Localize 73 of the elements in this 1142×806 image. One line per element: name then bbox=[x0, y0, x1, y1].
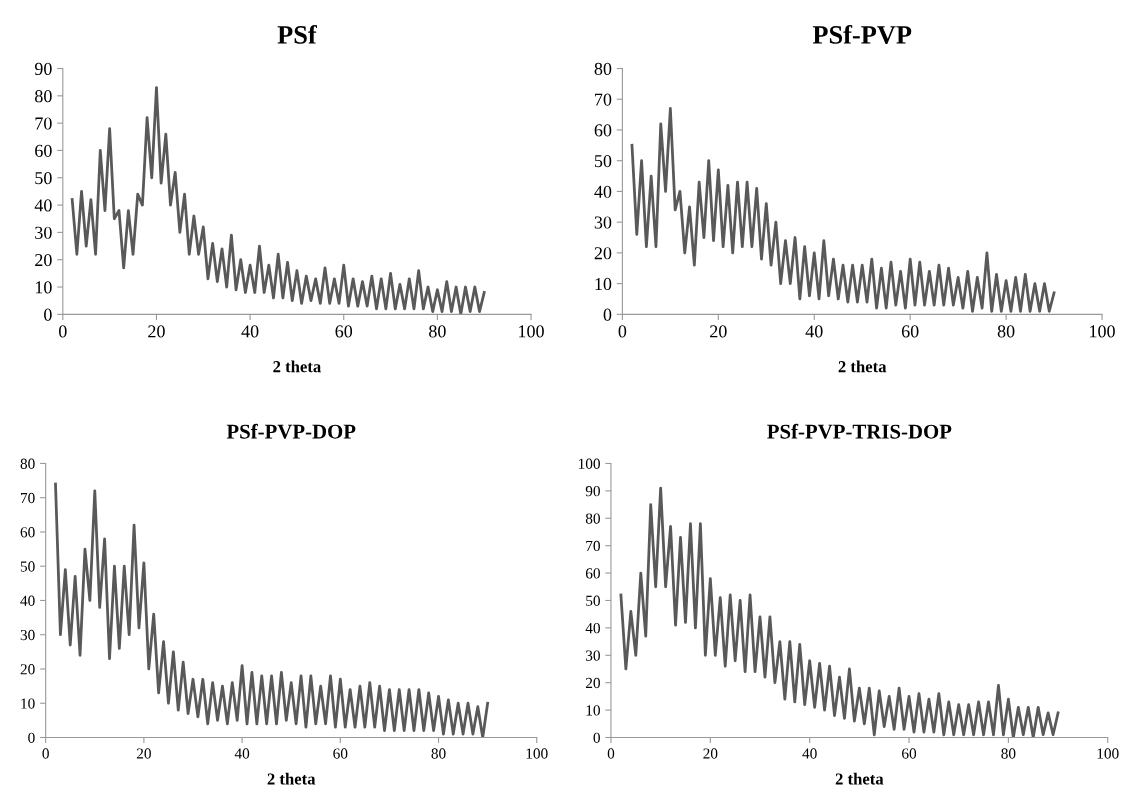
x-tick-label: 40 bbox=[234, 748, 250, 759]
chart-title: PSf-PVP bbox=[812, 24, 912, 44]
line-series bbox=[70, 86, 486, 315]
y-tick-label: 80 bbox=[585, 513, 600, 524]
y-tick-label: 30 bbox=[35, 226, 52, 239]
y-tick-label: 50 bbox=[35, 172, 52, 185]
chart-title: PSf-PVP-DOP bbox=[226, 423, 356, 439]
x-tick-label: 60 bbox=[333, 748, 348, 759]
y-tick-label: 10 bbox=[35, 281, 52, 294]
y-tick-label: 30 bbox=[20, 629, 35, 641]
x-tick-label: 100 bbox=[1097, 748, 1119, 759]
y-tick-label: 50 bbox=[20, 561, 35, 572]
y-tick-label: 60 bbox=[20, 527, 35, 538]
y-tick-label: 10 bbox=[586, 705, 600, 716]
line-series bbox=[54, 482, 490, 738]
x-tick-label: 40 bbox=[802, 748, 817, 759]
x-tick-label: 20 bbox=[710, 325, 727, 338]
y-tick-label: 40 bbox=[585, 623, 600, 634]
x-axis-title: 2 theta bbox=[267, 772, 316, 785]
y-tick-label: 70 bbox=[20, 492, 35, 504]
y-tick-label: 90 bbox=[585, 485, 600, 497]
x-tick-label: 20 bbox=[703, 748, 718, 759]
y-tick-label: 50 bbox=[586, 595, 600, 606]
x-tick-label: 60 bbox=[901, 325, 919, 338]
y-tick-label: 20 bbox=[35, 253, 52, 267]
x-tick-label: 100 bbox=[519, 325, 544, 338]
y-tick-label: 0 bbox=[28, 732, 35, 743]
y-tick-label: 40 bbox=[594, 185, 612, 198]
y-tick-label: 30 bbox=[586, 650, 600, 661]
chart-title: PSf bbox=[277, 24, 317, 44]
y-tick-label: 50 bbox=[594, 154, 612, 168]
y-tick-label: 80 bbox=[35, 90, 52, 103]
y-tick-label: 10 bbox=[595, 277, 612, 291]
y-tick-label: 70 bbox=[35, 117, 52, 130]
x-tick-label: 80 bbox=[1001, 748, 1016, 759]
y-tick-label: 60 bbox=[35, 144, 52, 157]
y-tick-label: 20 bbox=[20, 664, 35, 675]
x-tick-label: 40 bbox=[805, 325, 823, 338]
x-tick-label: 0 bbox=[618, 325, 627, 338]
y-tick-label: 70 bbox=[595, 93, 612, 106]
x-tick-label: 100 bbox=[526, 748, 548, 759]
y-tick-label: 60 bbox=[585, 568, 600, 579]
y-tick-label: 80 bbox=[594, 62, 612, 75]
y-tick-label: 0 bbox=[44, 308, 52, 321]
y-tick-label: 80 bbox=[20, 458, 35, 469]
x-axis-title: 2 theta bbox=[835, 772, 884, 785]
x-tick-label: 40 bbox=[241, 325, 259, 338]
x-tick-label: 20 bbox=[136, 748, 151, 759]
x-axis-title: 2 theta bbox=[273, 360, 321, 373]
x-tick-label: 60 bbox=[902, 748, 917, 759]
y-tick-label: 0 bbox=[593, 732, 600, 743]
y-tick-label: 70 bbox=[586, 540, 600, 552]
x-axis-title: 2 theta bbox=[838, 360, 887, 373]
y-tick-label: 100 bbox=[578, 458, 600, 469]
y-tick-label: 90 bbox=[34, 62, 52, 75]
y-tick-label: 10 bbox=[21, 698, 35, 709]
x-tick-label: 80 bbox=[997, 325, 1015, 338]
chart-title: PSf-PVP-TRIS-DOP bbox=[767, 423, 952, 439]
y-tick-label: 20 bbox=[585, 677, 600, 689]
x-tick-label: 0 bbox=[58, 325, 67, 338]
x-tick-label: 80 bbox=[429, 325, 446, 338]
y-tick-label: 30 bbox=[594, 216, 612, 229]
y-tick-label: 20 bbox=[594, 247, 612, 260]
y-tick-label: 40 bbox=[34, 199, 52, 212]
x-tick-label: 60 bbox=[335, 325, 353, 338]
y-tick-label: 0 bbox=[603, 308, 612, 321]
x-tick-label: 100 bbox=[1090, 325, 1115, 338]
y-tick-label: 60 bbox=[594, 124, 612, 137]
line-series bbox=[619, 486, 1060, 738]
line-series bbox=[630, 107, 1056, 313]
x-tick-label: 20 bbox=[148, 325, 165, 338]
x-tick-label: 80 bbox=[431, 748, 446, 759]
y-tick-label: 40 bbox=[20, 595, 35, 606]
